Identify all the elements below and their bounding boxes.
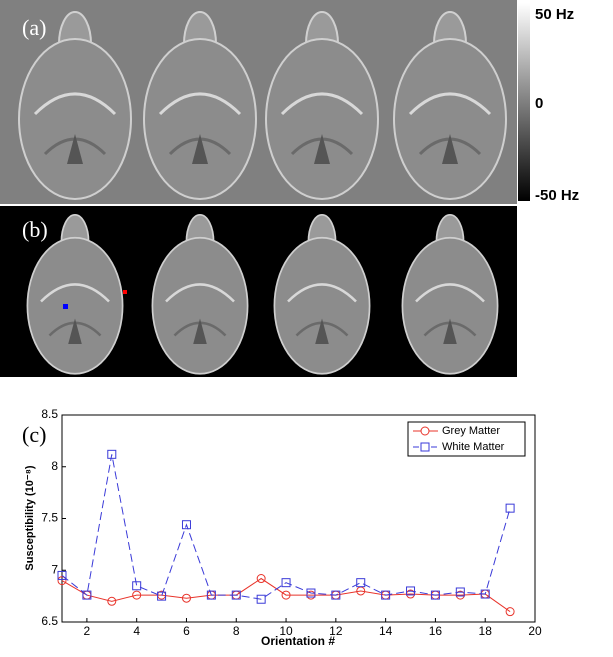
x-tick-label: 4 — [133, 624, 140, 638]
marker — [181, 520, 191, 530]
marker — [356, 578, 366, 588]
marker — [281, 578, 291, 588]
marker — [107, 449, 117, 459]
marker — [57, 576, 67, 586]
marker — [132, 581, 142, 591]
legend-marker — [420, 442, 430, 452]
marker — [331, 590, 341, 600]
panel-label: (a) — [22, 15, 46, 40]
colorbar-label: -50 Hz — [535, 187, 579, 204]
colorbar-label: 0 — [535, 95, 543, 112]
x-tick-label: 18 — [479, 624, 493, 638]
marker — [181, 593, 191, 603]
marker — [206, 590, 216, 600]
marker — [132, 590, 142, 600]
y-tick-label: 6.5 — [41, 614, 58, 628]
panel-label: (c) — [22, 422, 46, 447]
roi-marker — [123, 290, 127, 294]
legend-label: Grey Matter — [442, 425, 500, 437]
y-tick-label: 7.5 — [41, 511, 58, 525]
roi-marker — [63, 304, 68, 309]
marker — [281, 590, 291, 600]
marker — [381, 590, 391, 600]
series-line — [61, 454, 511, 600]
marker — [256, 594, 266, 604]
marker — [57, 570, 67, 580]
series-line — [61, 577, 511, 613]
x-tick-label: 8 — [233, 624, 240, 638]
marker — [256, 574, 266, 584]
marker — [306, 588, 316, 598]
colorbar — [518, 3, 530, 201]
x-axis-label: Orientation # — [261, 634, 335, 648]
colorbar-label: 50 Hz — [535, 6, 574, 23]
legend-label: White Matter — [442, 441, 505, 453]
marker — [406, 586, 416, 596]
y-tick-label: 8.5 — [41, 407, 58, 421]
x-tick-label: 16 — [429, 624, 443, 638]
y-tick-label: 8 — [51, 459, 58, 473]
marker — [107, 596, 117, 606]
marker — [455, 587, 465, 597]
marker — [430, 590, 440, 600]
x-tick-label: 20 — [528, 624, 542, 638]
marker — [505, 607, 515, 617]
x-tick-label: 2 — [84, 624, 91, 638]
panel-label: (b) — [22, 217, 48, 242]
marker — [231, 590, 241, 600]
marker — [505, 503, 515, 513]
y-tick-label: 7 — [51, 562, 58, 576]
legend-marker — [420, 426, 430, 436]
marker — [82, 590, 92, 600]
x-tick-label: 14 — [379, 624, 393, 638]
marker — [157, 591, 167, 601]
y-axis-label: Susceptibility (10⁻⁸) — [24, 465, 36, 570]
x-tick-label: 6 — [183, 624, 190, 638]
x-tick-label: 10 — [279, 624, 293, 638]
marker — [480, 589, 490, 599]
x-tick-label: 12 — [329, 624, 343, 638]
